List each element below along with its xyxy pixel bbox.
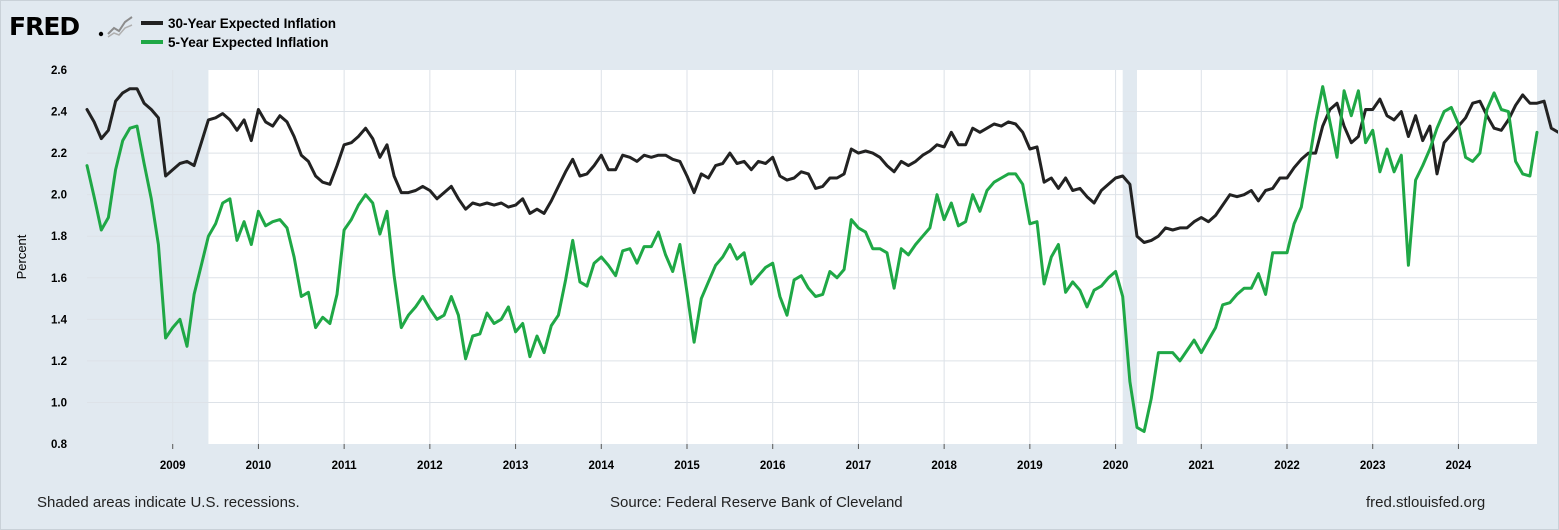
y-tick-label: 2.4 [51, 107, 68, 119]
x-tick-label: 2024 [1446, 460, 1472, 472]
source-credit: Source: Federal Reserve Bank of Clevelan… [610, 494, 903, 511]
x-tick-label: 2016 [760, 460, 786, 472]
y-tick-label: 1.2 [51, 356, 67, 368]
y-tick-label: 1.4 [51, 314, 68, 326]
x-tick-label: 2010 [246, 460, 272, 472]
x-tick-label: 2022 [1274, 460, 1300, 472]
y-tick-label: 1.0 [51, 397, 67, 409]
series-lines [85, 85, 1558, 433]
fred-url-link[interactable]: fred.stlouisfed.org [1366, 494, 1486, 511]
x-tick-label: 2019 [1017, 460, 1043, 472]
x-tick-label: 2014 [588, 460, 614, 472]
y-tick-label: 2.0 [51, 190, 67, 202]
x-tick-label: 2017 [846, 460, 872, 472]
series-line-30yr [85, 87, 1558, 244]
series-line-5yr [85, 85, 1539, 433]
legend-item-5yr: 5-Year Expected Inflation [141, 35, 329, 50]
legend-label-30yr: 30-Year Expected Inflation [168, 16, 336, 31]
x-axis-ticks: 2009 2010 2011 2012 2013 2014 2015 2016 2017 2018… [160, 444, 1472, 472]
y-axis-label: Percent [14, 234, 29, 279]
x-tick-label: 2009 [160, 460, 186, 472]
x-tick-label: 2018 [931, 460, 957, 472]
x-tick-label: 2015 [674, 460, 700, 472]
fred-logo-text: FRED [9, 12, 79, 41]
y-tick-label: 2.6 [51, 65, 67, 77]
y-axis-ticks: 0.8 1.0 1.2 1.4 1.6 1.8 2.0 2.2 2.4 2.6 [51, 65, 68, 451]
fred-logo: FRED [9, 12, 133, 41]
y-tick-label: 2.2 [51, 148, 67, 160]
x-tick-label: 2011 [332, 460, 358, 472]
gridlines [87, 70, 1537, 444]
legend-item-30yr: 30-Year Expected Inflation [141, 16, 336, 31]
y-tick-label: 1.8 [51, 231, 68, 243]
legend-label-5yr: 5-Year Expected Inflation [168, 35, 329, 50]
y-tick-label: 1.6 [51, 273, 67, 285]
x-tick-label: 2023 [1360, 460, 1386, 472]
x-tick-label: 2012 [417, 460, 443, 472]
x-tick-label: 2021 [1188, 460, 1214, 472]
y-tick-label: 0.8 [51, 439, 68, 451]
recession-note: Shaded areas indicate U.S. recessions. [37, 494, 300, 511]
logo-dot-icon [98, 31, 104, 37]
legend: 30-Year Expected Inflation 5-Year Expect… [141, 16, 336, 50]
recession-band-0 [87, 70, 209, 444]
sparkline-icon [107, 16, 133, 38]
plot-area [87, 70, 1537, 444]
x-tick-label: 2013 [503, 460, 529, 472]
line-chart: FRED 30-Year Expected Inflation 5-Year E… [9, 12, 1558, 472]
x-tick-label: 2020 [1103, 460, 1129, 472]
